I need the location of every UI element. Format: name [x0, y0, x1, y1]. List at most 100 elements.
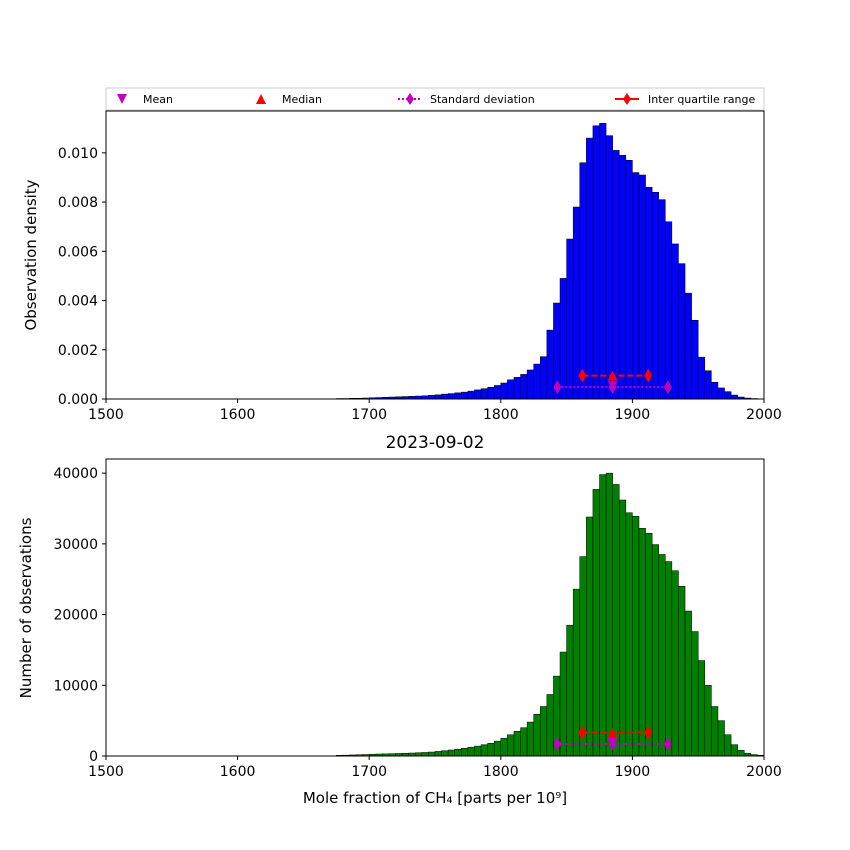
- count-bar: [691, 631, 699, 757]
- count-x-tick-label: 2000: [746, 764, 782, 780]
- density-x-tick-label: 1700: [351, 407, 387, 423]
- density-bar: [678, 263, 686, 400]
- density-bar: [520, 374, 528, 400]
- count-bar: [651, 544, 659, 757]
- count-bar: [684, 610, 692, 757]
- density-y-axis-label: Observation density: [22, 179, 40, 330]
- density-bar: [540, 356, 548, 400]
- density-y-tick-label: 0.010: [58, 146, 98, 162]
- density-median-marker: [607, 370, 618, 381]
- density-x-tick-label: 2000: [746, 407, 782, 423]
- count-bar: [474, 745, 482, 757]
- count-bar: [546, 694, 554, 757]
- density-panel: 1500 1600 1700 1800 1900 2000 0.000 0.002 0.004…: [22, 110, 782, 423]
- density-stat-markers: [553, 368, 672, 395]
- count-bar: [579, 556, 587, 757]
- count-bar: [467, 746, 475, 757]
- count-bar: [625, 512, 633, 757]
- density-bar: [645, 187, 653, 400]
- density-bar: [572, 206, 581, 400]
- count-y-tick-label: 0: [89, 749, 98, 765]
- count-bar: [500, 738, 508, 757]
- count-bar: [717, 720, 725, 757]
- count-bar: [737, 750, 745, 757]
- count-y-ticks: 0 10000 20000 30000 40000: [53, 466, 106, 765]
- legend-item-median: Median: [256, 93, 322, 106]
- density-x-ticks: 1500 1600 1700 1800 1900 2000: [88, 399, 782, 423]
- density-bar: [625, 159, 633, 400]
- density-bar: [467, 390, 475, 400]
- count-panel-title: 2023-09-02: [386, 433, 485, 453]
- density-y-tick-label: 0.008: [58, 195, 98, 211]
- density-x-tick-label: 1800: [483, 407, 519, 423]
- density-bar: [612, 150, 620, 400]
- density-x-tick-label: 1500: [88, 407, 124, 423]
- density-bar: [434, 394, 442, 400]
- count-bar: [711, 706, 719, 757]
- density-bar: [599, 123, 607, 400]
- density-bar: [658, 199, 666, 400]
- density-bar: [533, 363, 541, 400]
- count-bar: [533, 714, 541, 757]
- density-bar: [724, 391, 732, 400]
- count-bar: [592, 489, 600, 757]
- count-bar: [487, 743, 495, 757]
- density-bar: [513, 377, 521, 400]
- legend-label-mean: Mean: [143, 93, 173, 106]
- density-bar: [592, 125, 600, 400]
- legend-label-std: Standard deviation: [430, 93, 535, 106]
- count-bar: [428, 751, 436, 757]
- count-panel: 2023-09-02 1500 1600 1700 1800 1900 2000 0 100…: [17, 433, 782, 807]
- count-bar: [645, 533, 653, 757]
- count-bar: [513, 731, 521, 757]
- density-bar: [507, 379, 515, 400]
- count-bar: [441, 750, 449, 757]
- triangle-down-icon: [117, 94, 127, 104]
- density-bar: [428, 395, 436, 400]
- count-bars: [336, 472, 765, 757]
- count-bar: [730, 744, 738, 757]
- density-bar: [697, 356, 706, 400]
- density-bar: [651, 191, 659, 400]
- density-iqr-high-marker: [644, 368, 653, 383]
- count-bar: [658, 554, 666, 757]
- density-bar: [711, 382, 719, 400]
- count-bar: [612, 484, 620, 757]
- count-iqr-high-marker: [644, 725, 653, 740]
- count-iqr-low-marker: [578, 725, 587, 740]
- count-x-tick-label: 1800: [483, 764, 519, 780]
- count-bar: [507, 734, 515, 757]
- density-std-low-marker: [553, 380, 562, 395]
- count-bar: [421, 752, 429, 757]
- count-bar: [704, 685, 712, 757]
- count-median-marker: [607, 727, 618, 738]
- count-mean-marker: [607, 737, 618, 747]
- count-bar: [599, 474, 607, 757]
- density-bar: [605, 135, 613, 400]
- count-x-tick-label: 1700: [351, 764, 387, 780]
- density-std-high-marker: [663, 380, 672, 395]
- density-bar: [618, 155, 627, 400]
- density-bar: [480, 388, 488, 400]
- density-iqr-low-marker: [578, 368, 587, 383]
- count-bar: [454, 749, 462, 757]
- count-y-axis-label: Number of observations: [17, 517, 35, 698]
- count-bar: [632, 516, 640, 757]
- diamond-icon: [406, 93, 414, 105]
- legend-label-median: Median: [282, 93, 322, 106]
- density-bar: [566, 238, 574, 400]
- density-x-tick-label: 1900: [615, 407, 651, 423]
- density-bar: [526, 369, 534, 400]
- count-stat-markers: [553, 725, 672, 751]
- density-x-tick-label: 1600: [220, 407, 256, 423]
- count-bar: [618, 499, 627, 757]
- legend: Mean Median Standard deviation Inter qua…: [105, 87, 765, 111]
- count-bar: [566, 624, 574, 757]
- count-x-ticks: 1500 1600 1700 1800 1900 2000: [88, 756, 782, 780]
- count-bar: [461, 747, 469, 757]
- density-y-tick-label: 0.002: [58, 343, 98, 359]
- count-x-tick-label: 1600: [220, 764, 256, 780]
- density-bar: [493, 385, 502, 400]
- count-bar: [586, 516, 594, 757]
- density-bar: [447, 393, 455, 400]
